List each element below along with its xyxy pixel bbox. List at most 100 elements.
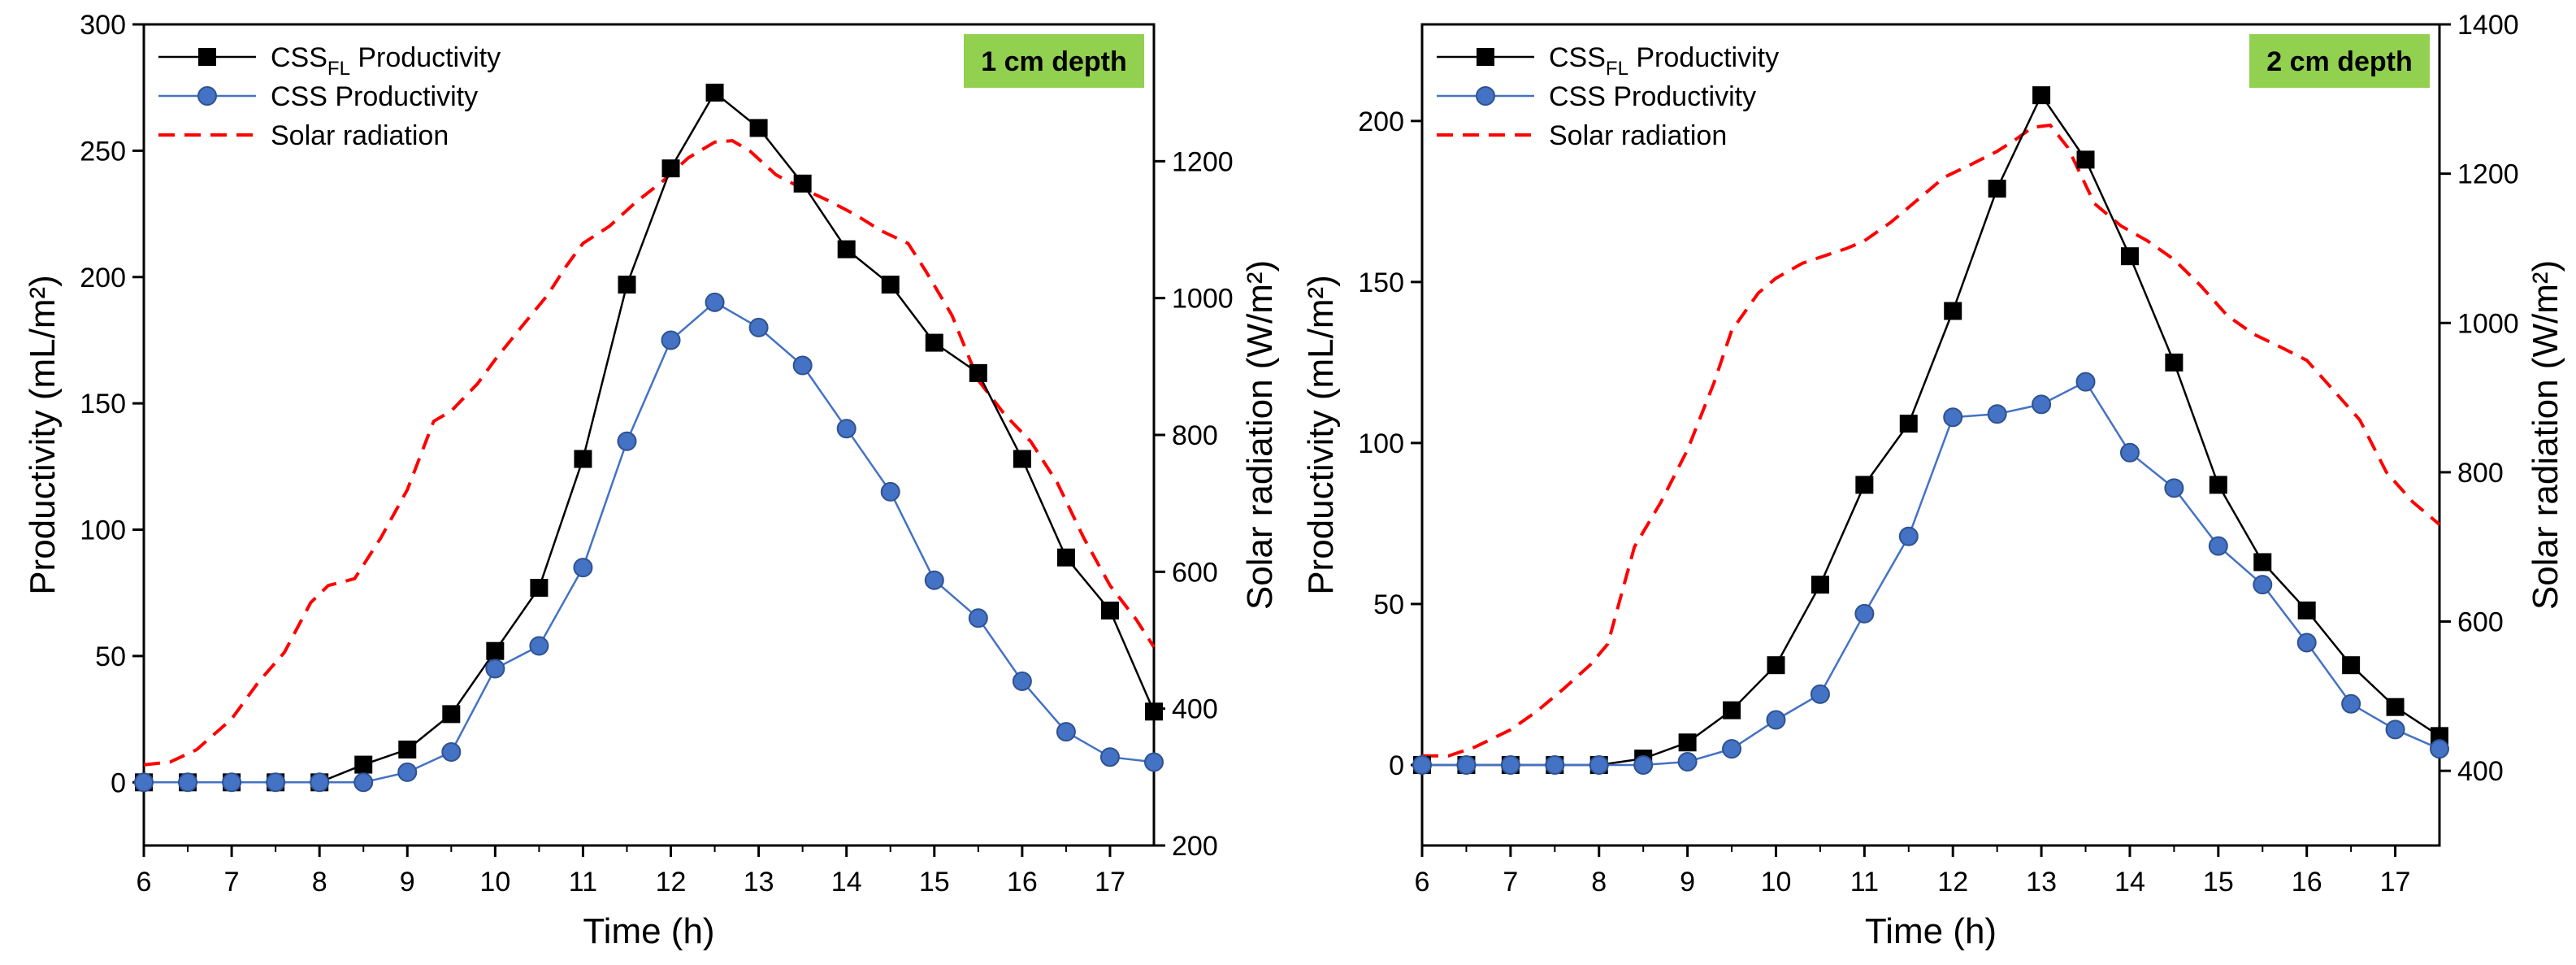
legend-marker-circle: [1476, 86, 1495, 106]
data-point-circle: [1633, 754, 1654, 775]
data-point-circle: [2253, 575, 2273, 595]
y2-axis-title: Solar radiation (W/m²): [2526, 260, 2565, 610]
data-point-square: [574, 450, 592, 468]
x-tick-label: 17: [2380, 867, 2411, 898]
x-axis-title: Time (h): [1865, 911, 1997, 951]
data-point-circle: [2032, 394, 2052, 415]
y2-tick-label: 1400: [2457, 10, 2519, 41]
y-tick-label: 150: [1358, 267, 1404, 298]
data-point-square: [530, 579, 549, 598]
series-css-fl: [135, 83, 1163, 792]
data-point-circle: [310, 772, 330, 793]
y-axis-title: Productivity (mL/m²): [1301, 275, 1341, 595]
data-point-square: [2120, 247, 2139, 266]
data-point-square: [2386, 698, 2405, 716]
y2-tick-label: 1200: [2457, 159, 2519, 190]
legend-label-sub: FL: [327, 58, 350, 80]
data-point-square: [1899, 415, 1918, 433]
x-tick-label: 9: [400, 867, 415, 898]
x-tick-label: 11: [569, 867, 597, 898]
data-point-circle: [266, 772, 286, 793]
data-point-circle: [1545, 754, 1565, 775]
data-point-square: [1944, 302, 1962, 320]
depth-badge-label: 1 cm depth: [981, 46, 1126, 77]
x-tick-label: 10: [1761, 867, 1792, 898]
data-point-square: [881, 276, 900, 294]
data-point-circle: [1722, 739, 1742, 759]
data-point-circle: [1854, 603, 1875, 624]
x-tick-label: 17: [1095, 867, 1125, 898]
data-point-square: [1013, 450, 1031, 468]
data-point-circle: [1943, 407, 1963, 428]
y-tick-label: 50: [1373, 589, 1404, 620]
series-line: [1422, 380, 2440, 767]
y-tick-label: 150: [80, 389, 126, 419]
legend-label-css-fl: CSSFL Productivity: [271, 42, 501, 80]
data-point-square: [2297, 601, 2316, 619]
chart-panel-1cm: 6 7 8 9 10 11 12 13 14 15 16 17 0 50 100 150 200 250 300 20…: [23, 10, 1280, 951]
data-point-square: [442, 705, 461, 724]
data-point-circle: [617, 431, 637, 451]
series-line: [143, 139, 1156, 767]
legend-marker-circle: [197, 86, 217, 106]
data-point-square: [486, 641, 505, 660]
data-point-circle: [2296, 632, 2317, 653]
y2-tick-label: 800: [1172, 420, 1218, 451]
data-point-circle: [1099, 747, 1120, 767]
y-tick-label: 0: [1389, 750, 1404, 781]
data-point-square: [705, 83, 724, 102]
data-point-square: [618, 276, 636, 294]
data-point-circle: [2430, 739, 2449, 759]
data-point-circle: [705, 292, 725, 312]
depth-badge: [964, 34, 1144, 88]
series-line: [1422, 93, 2440, 767]
x-tick-label: 13: [2026, 867, 2057, 898]
data-point-square: [2032, 86, 2051, 105]
legend-label-main: CSS: [271, 42, 327, 73]
x-tick-label: 9: [1680, 867, 1695, 898]
data-point-square: [354, 755, 373, 774]
data-point-circle: [1766, 710, 1786, 730]
data-point-square: [1678, 733, 1697, 752]
y-tick-label: 200: [1358, 106, 1404, 137]
data-point-circle: [924, 570, 944, 590]
y2-tick-label: 1000: [1172, 284, 1234, 315]
data-point-circle: [2385, 719, 2405, 740]
data-point-circle: [397, 762, 418, 782]
data-point-square: [2342, 656, 2361, 675]
data-point-circle: [1500, 754, 1520, 775]
x-axis: 6 7 8 9 10 11 12 13 14 15 16 17: [1415, 845, 2411, 898]
x-tick-label: 10: [479, 867, 510, 898]
series-solar-radiation: [143, 139, 1156, 767]
x-tick-label: 11: [1850, 867, 1879, 898]
data-point-circle: [1987, 404, 2007, 424]
x-tick-label: 14: [2114, 867, 2145, 898]
y2-tick-label: 600: [1172, 557, 1218, 588]
y-tick-label: 50: [95, 641, 126, 672]
data-point-circle: [1144, 752, 1164, 772]
series-css: [1412, 372, 2449, 775]
data-point-square: [1145, 702, 1163, 721]
data-point-circle: [748, 317, 769, 337]
legend-label-solar: Solar radiation: [1549, 120, 1727, 151]
data-point-circle: [661, 330, 681, 350]
data-point-square: [749, 119, 768, 137]
y2-tick-label: 800: [2457, 458, 2504, 489]
series-line: [144, 301, 1155, 784]
y-axis-right: 400 600 800 1000 1200 1400: [2439, 10, 2519, 787]
x-tick-label: 6: [1415, 867, 1430, 898]
y-tick-label: 100: [80, 515, 126, 546]
data-point-circle: [573, 558, 593, 578]
data-point-square: [1723, 701, 1741, 719]
depth-badge: [2249, 34, 2430, 88]
data-point-circle: [441, 742, 462, 763]
legend-marker-square: [198, 48, 216, 66]
x-tick-label: 7: [224, 867, 240, 898]
x-axis-title: Time (h): [583, 911, 714, 951]
x-tick-label: 15: [2203, 867, 2234, 898]
data-point-circle: [1056, 722, 1076, 742]
data-point-circle: [2119, 442, 2140, 463]
data-point-square: [2076, 150, 2095, 169]
